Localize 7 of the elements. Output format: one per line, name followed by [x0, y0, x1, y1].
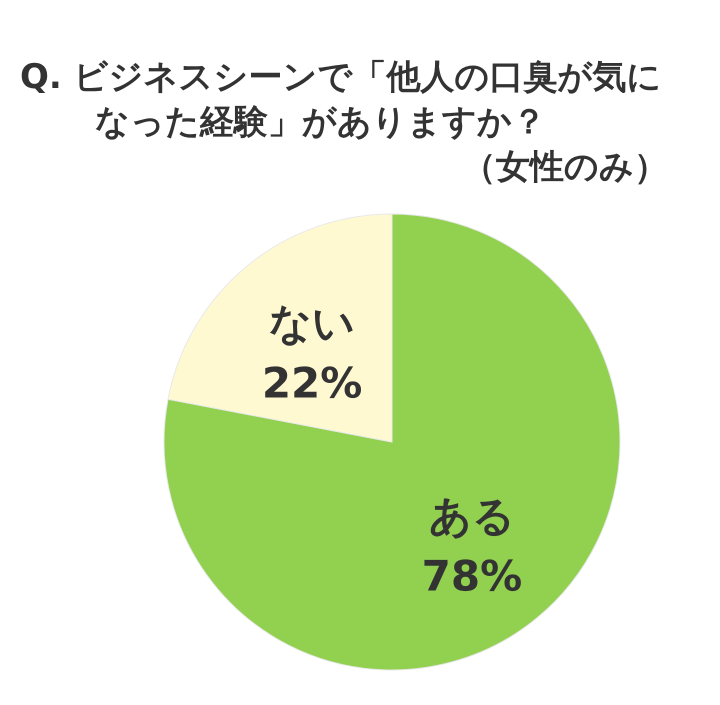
pie-slice [164, 214, 620, 670]
slice-label: ない [269, 298, 356, 348]
data-label: 22% [262, 358, 362, 408]
data-label: 78% [422, 552, 522, 601]
chart-subtitle: （女性のみ） [462, 147, 668, 187]
slice-label: ある [428, 492, 515, 541]
chart-title: Q. ビジネスシーンで「他人の口臭が気になった経験」がありますか？ [20, 57, 662, 142]
